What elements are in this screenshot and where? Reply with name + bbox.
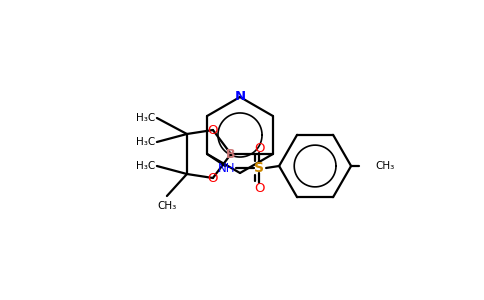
Text: H₃C: H₃C xyxy=(136,137,155,147)
Text: CH₃: CH₃ xyxy=(375,161,394,171)
Text: H₃C: H₃C xyxy=(136,161,155,171)
Text: H₃C: H₃C xyxy=(136,113,155,123)
Text: B: B xyxy=(226,148,236,160)
Text: S: S xyxy=(254,161,264,175)
Text: O: O xyxy=(208,124,218,136)
Text: CH₃: CH₃ xyxy=(157,201,177,211)
Text: O: O xyxy=(254,142,264,154)
Text: NH: NH xyxy=(218,161,236,175)
Text: N: N xyxy=(234,91,245,103)
Text: O: O xyxy=(208,172,218,184)
Text: O: O xyxy=(254,182,264,194)
